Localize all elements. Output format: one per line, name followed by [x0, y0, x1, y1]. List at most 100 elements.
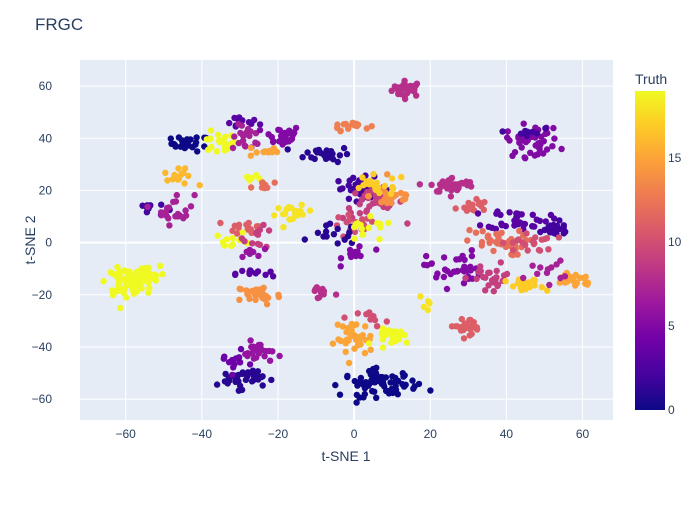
scatter-point — [543, 235, 551, 242]
scatter-point — [428, 181, 435, 188]
scatter-point — [482, 287, 489, 294]
scatter-point — [232, 355, 240, 362]
scatter-point — [162, 169, 169, 176]
scatter-point — [340, 121, 347, 128]
scatter-point — [259, 382, 266, 389]
scatter-point — [467, 316, 474, 324]
scatter-point — [172, 143, 179, 150]
scatter-point — [336, 391, 344, 398]
scatter-point — [175, 134, 183, 141]
scatter-point — [268, 376, 275, 384]
scatter-point — [347, 250, 354, 258]
y-axis-title: t-SNE 2 — [22, 215, 38, 264]
scatter-point — [213, 381, 221, 388]
scatter-point — [189, 144, 196, 151]
scatter-point — [269, 348, 276, 355]
scatter-point — [220, 355, 227, 362]
scatter-point — [323, 222, 330, 229]
scatter-point — [345, 205, 353, 212]
scatter-point — [345, 359, 353, 367]
scatter-point — [401, 77, 408, 85]
scatter-point — [518, 211, 525, 218]
scatter-point — [259, 373, 266, 380]
scatter-point — [255, 350, 262, 357]
scatter-point — [379, 374, 386, 382]
scatter-point — [352, 190, 359, 197]
scatter-point — [335, 336, 342, 343]
scatter-point — [482, 274, 489, 281]
scatter-point — [388, 175, 396, 182]
scatter-point — [367, 316, 374, 323]
scatter-point — [269, 138, 277, 146]
scatter-point — [337, 263, 344, 270]
scatter-point — [368, 123, 375, 130]
scatter-point — [370, 171, 377, 178]
scatter-point — [231, 133, 238, 140]
x-tick-label: 60 — [576, 427, 590, 441]
scatter-point — [222, 133, 229, 140]
scatter-point — [244, 125, 252, 133]
scatter-point — [365, 193, 372, 200]
scatter-point — [261, 245, 269, 253]
scatter-point — [373, 364, 380, 371]
scatter-point — [325, 148, 333, 155]
scatter-point — [193, 134, 200, 141]
scatter-point — [236, 114, 243, 121]
scatter-point — [242, 143, 249, 150]
scatter-point — [504, 134, 511, 141]
scatter-point — [555, 234, 563, 241]
x-axis-title: t-SNE 1 — [321, 448, 370, 464]
scatter-point — [367, 346, 374, 353]
scatter-point — [322, 228, 330, 235]
scatter-point — [164, 177, 171, 184]
scatter-point — [384, 171, 391, 178]
scatter-point — [529, 211, 536, 218]
scatter-point — [359, 231, 367, 238]
scatter-point — [407, 82, 414, 90]
scatter-point — [356, 243, 363, 250]
scatter-point — [344, 372, 351, 380]
scatter-point — [355, 184, 362, 192]
scatter-point — [401, 331, 408, 339]
scatter-point — [114, 263, 121, 271]
scatter-point — [568, 276, 576, 283]
scatter-point — [417, 293, 424, 300]
scatter-point — [443, 182, 451, 189]
scatter-point — [473, 275, 480, 283]
scatter-point — [519, 239, 526, 246]
scatter-point — [416, 181, 423, 188]
scatter-point — [182, 207, 189, 214]
scatter-point — [229, 227, 236, 234]
scatter-point — [509, 152, 516, 159]
scatter-point — [425, 298, 432, 305]
scatter-point — [560, 222, 567, 229]
scatter-point — [280, 224, 287, 231]
scatter-point — [246, 177, 253, 184]
scatter-point — [357, 340, 364, 347]
scatter-point — [436, 188, 443, 195]
scatter-point — [343, 219, 350, 226]
scatter-point — [476, 269, 483, 276]
scatter-point — [360, 182, 367, 189]
scatter-point — [129, 286, 136, 293]
scatter-point — [373, 179, 380, 186]
scatter-point — [472, 229, 480, 236]
scatter-point — [138, 285, 145, 292]
scatter-point — [550, 124, 557, 132]
scatter-point — [239, 229, 247, 236]
scatter-point — [365, 224, 372, 231]
scatter-point — [330, 231, 338, 238]
scatter-point — [378, 199, 385, 206]
scatter-point — [385, 219, 392, 227]
scatter-point — [273, 148, 281, 156]
scatter-point — [251, 116, 258, 124]
scatter-point — [551, 135, 558, 142]
scatter-point — [457, 327, 465, 334]
scatter-point — [334, 240, 341, 247]
scatter-point — [468, 247, 475, 254]
scatter-point — [271, 179, 278, 186]
scatter-point — [237, 286, 245, 293]
scatter-point — [556, 217, 563, 224]
scatter-point — [542, 218, 549, 225]
